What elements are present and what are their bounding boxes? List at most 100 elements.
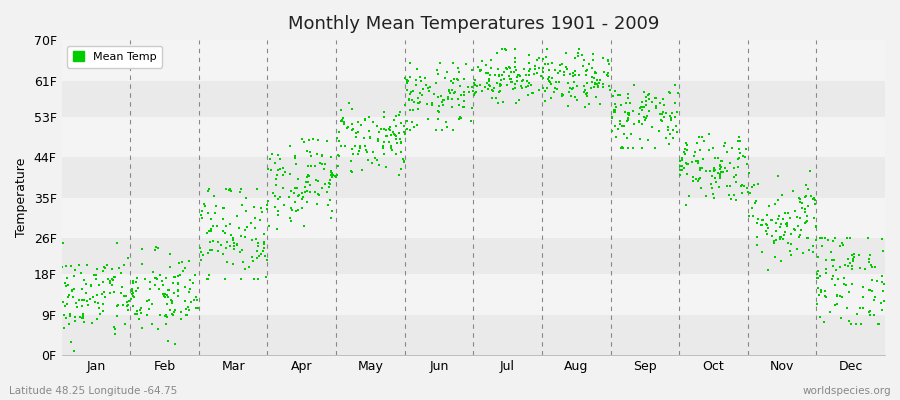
Point (194, 214, 209, 221)
Point (755, 248, 770, 255)
Point (96, 308, 111, 315)
Point (153, 272, 167, 278)
Point (491, 80, 505, 86)
Point (149, 276, 164, 282)
Point (855, 304, 869, 311)
Point (126, 302, 140, 309)
Point (434, 93, 448, 99)
Point (210, 223, 224, 230)
Point (691, 178, 706, 184)
Point (462, 89, 476, 96)
Point (317, 166, 331, 172)
Point (712, 184, 726, 190)
Point (567, 94, 581, 100)
Point (162, 287, 176, 294)
Point (161, 294, 176, 300)
Point (707, 155, 722, 162)
Point (588, 81, 602, 87)
Point (836, 242, 850, 248)
Point (315, 152, 329, 158)
Point (621, 111, 635, 117)
Point (187, 297, 202, 303)
Point (601, 58, 616, 64)
Point (642, 96, 656, 102)
Point (384, 142, 399, 149)
Point (491, 72, 506, 79)
Point (527, 62, 542, 69)
Point (430, 116, 445, 122)
Point (694, 184, 708, 191)
Point (104, 276, 119, 282)
Point (250, 247, 265, 254)
Point (803, 168, 817, 174)
Point (356, 166, 370, 173)
Point (607, 107, 621, 114)
Point (793, 214, 807, 221)
Point (582, 61, 597, 68)
Point (603, 87, 617, 94)
Point (801, 203, 815, 209)
Point (368, 155, 382, 162)
Point (320, 138, 335, 145)
Point (653, 116, 668, 123)
Point (286, 189, 301, 196)
Point (454, 92, 468, 98)
Point (389, 136, 403, 142)
Point (790, 246, 805, 252)
Point (125, 286, 140, 292)
Point (416, 86, 430, 92)
Point (580, 92, 594, 99)
Point (191, 304, 205, 311)
Point (366, 119, 381, 126)
Point (767, 240, 781, 246)
Point (527, 66, 542, 72)
Point (837, 280, 851, 287)
Point (515, 78, 529, 84)
Point (168, 341, 183, 348)
Point (875, 306, 889, 313)
Point (335, 118, 349, 124)
Point (649, 95, 663, 102)
Point (67, 286, 81, 292)
Point (62, 313, 77, 319)
Point (441, 94, 455, 100)
Point (322, 180, 337, 186)
Point (389, 122, 403, 129)
Point (225, 261, 239, 268)
Point (95, 300, 110, 307)
Point (326, 172, 340, 179)
Point (663, 90, 678, 96)
Point (542, 67, 556, 74)
Point (814, 235, 829, 241)
Point (402, 96, 417, 102)
Point (132, 307, 147, 313)
Point (718, 140, 733, 146)
Point (850, 310, 864, 317)
Point (248, 204, 262, 211)
Point (713, 165, 727, 172)
Point (627, 121, 642, 127)
Point (707, 168, 722, 174)
Point (705, 185, 719, 192)
Point (285, 207, 300, 213)
Point (376, 139, 391, 145)
Text: Latitude 48.25 Longitude -64.75: Latitude 48.25 Longitude -64.75 (9, 386, 177, 396)
Point (632, 111, 646, 118)
Point (389, 112, 403, 119)
Point (503, 76, 517, 82)
Point (134, 310, 148, 316)
Point (512, 97, 526, 104)
Point (440, 96, 454, 102)
Point (236, 258, 250, 265)
Point (663, 130, 678, 137)
Point (73, 313, 87, 320)
Point (294, 190, 309, 196)
Point (382, 126, 396, 133)
Point (634, 98, 649, 105)
Point (189, 305, 203, 311)
Point (692, 167, 706, 173)
Point (98, 294, 112, 301)
Point (202, 186, 216, 192)
Point (508, 100, 523, 106)
Point (609, 134, 624, 140)
